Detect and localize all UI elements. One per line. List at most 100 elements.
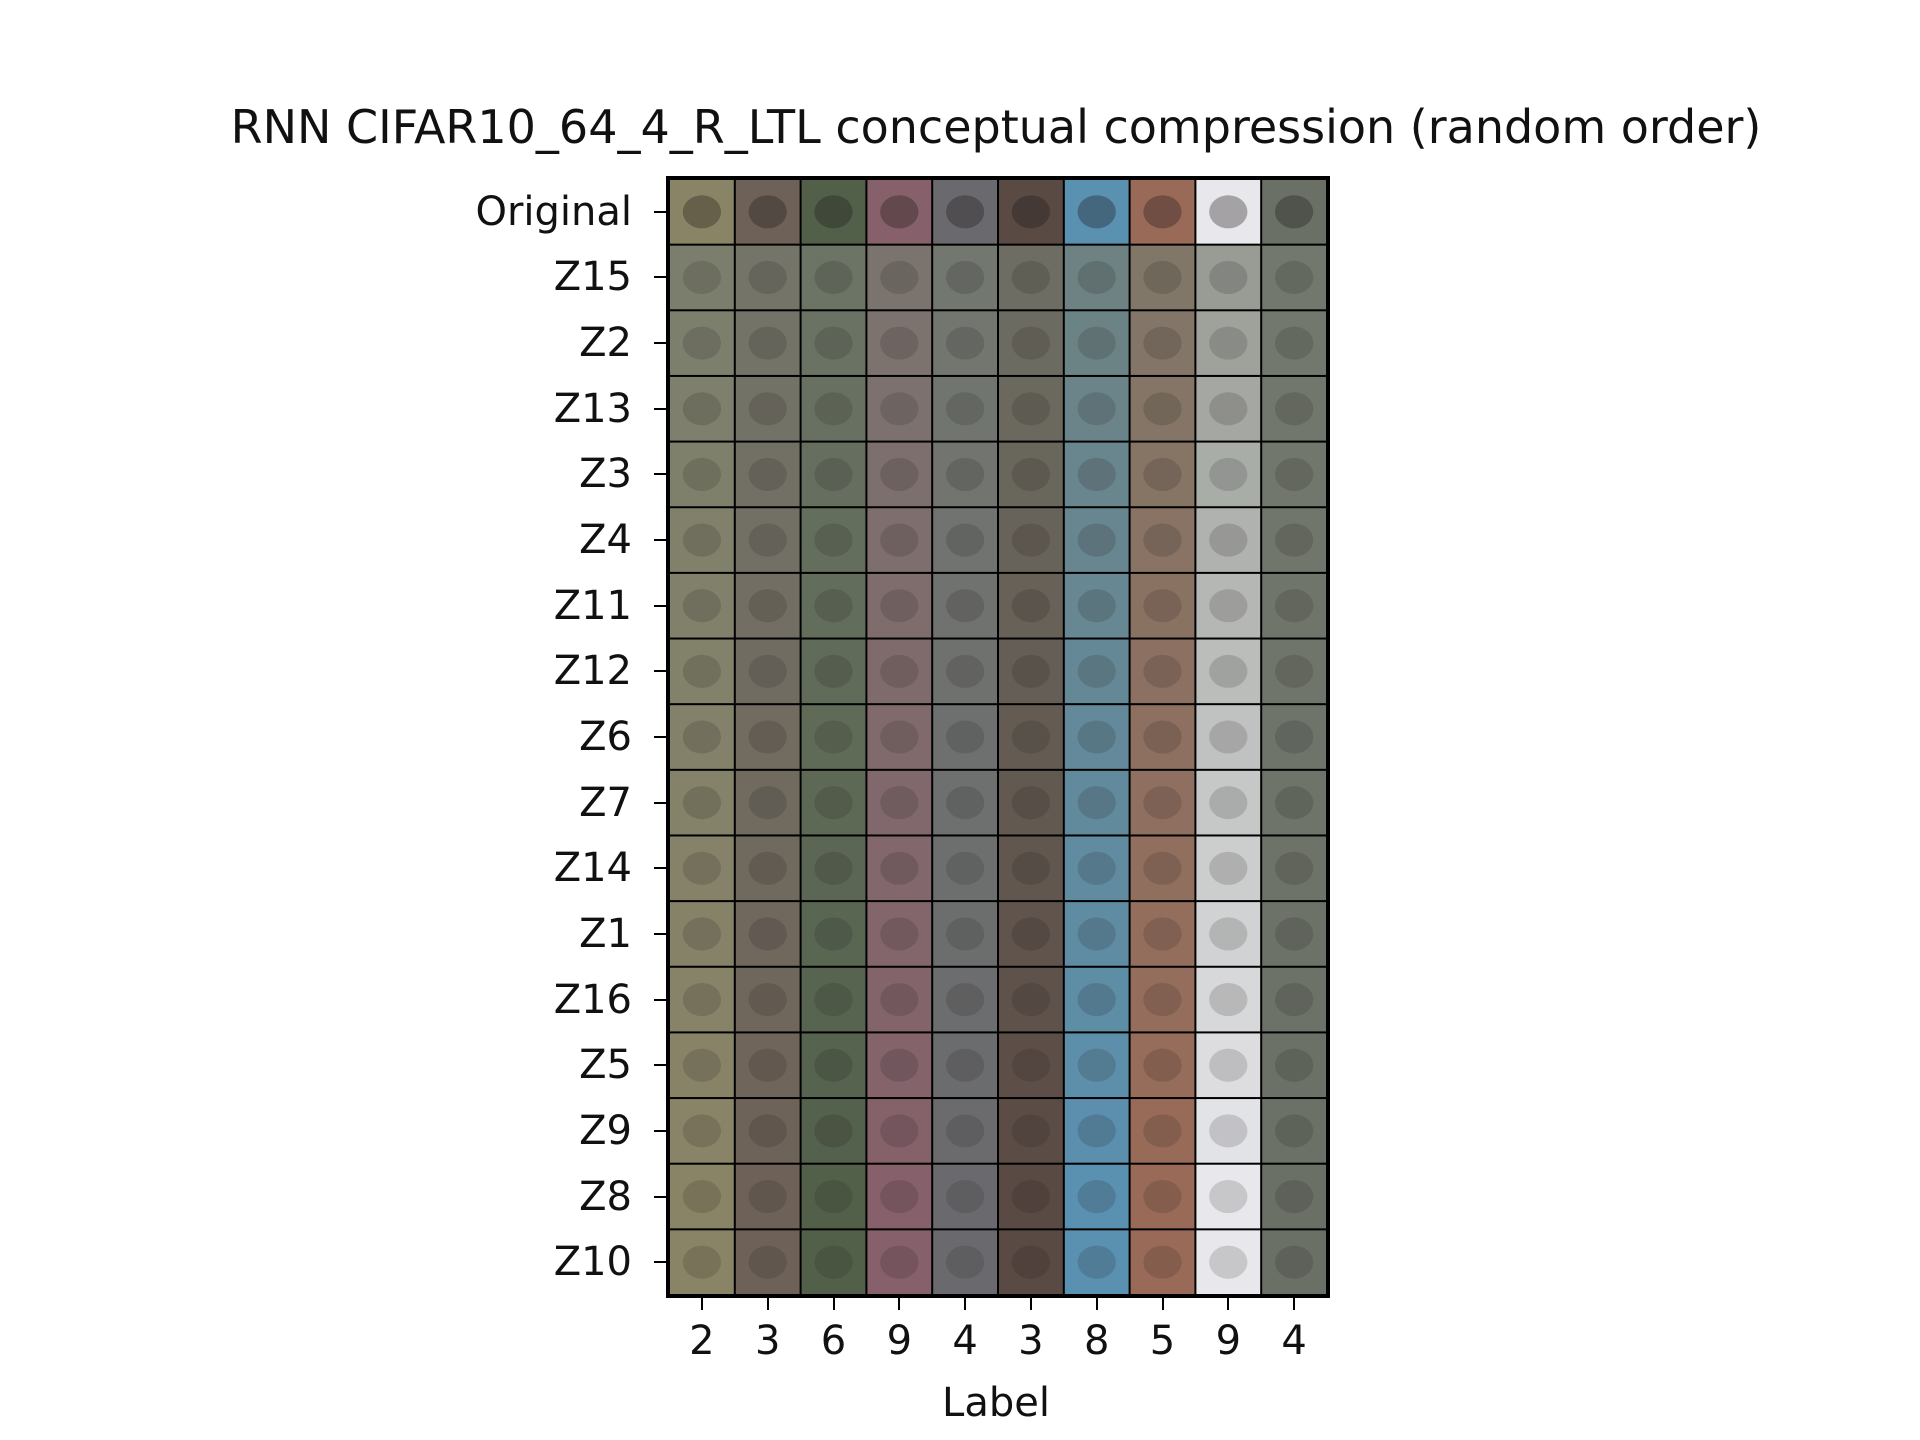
image-cell-Z5-5 [999, 1033, 1063, 1098]
image-cell-Z14-1 [735, 836, 800, 901]
image-cell-Z6-3 [867, 705, 932, 769]
image-cell-Z13-4 [933, 376, 997, 441]
image-cell-Z6-8 [1196, 705, 1261, 769]
image-cell-Z9-8 [1196, 1099, 1261, 1163]
column-label: 3 [754, 1318, 781, 1364]
image-cell-Z7-3 [867, 770, 932, 835]
image-cell-Z2-4 [933, 311, 997, 375]
image-cell-Z8-8 [1196, 1164, 1261, 1229]
image-cell-Z12-9 [1262, 639, 1326, 704]
image-cell-Z1-5 [999, 902, 1063, 966]
image-cell-Z8-3 [867, 1164, 932, 1229]
image-grid [666, 176, 1330, 1298]
column-tick [1095, 1298, 1098, 1310]
image-cell-Z16-6 [1064, 967, 1129, 1032]
image-cell-Z8-5 [999, 1164, 1063, 1229]
image-cell-Z16-0 [670, 967, 734, 1032]
row-tick [654, 1261, 666, 1264]
image-cell-Z4-4 [933, 508, 997, 572]
image-cell-Original-8 [1196, 180, 1261, 244]
image-cell-Z6-7 [1130, 705, 1195, 769]
image-cell-Z15-2 [801, 245, 866, 310]
image-cell-Z7-7 [1130, 770, 1195, 835]
image-cell-Z10-0 [670, 1230, 734, 1294]
row-tick [654, 670, 666, 673]
image-cell-Z12-5 [999, 639, 1063, 704]
row-tick [654, 473, 666, 476]
image-cell-Z9-6 [1064, 1099, 1129, 1163]
image-cell-Z4-1 [735, 508, 800, 572]
row-label: Z1 [579, 910, 632, 957]
image-cell-Z14-6 [1064, 836, 1129, 901]
image-cell-Z4-7 [1130, 508, 1195, 572]
image-cell-Z6-0 [670, 705, 734, 769]
image-cell-Z10-7 [1130, 1230, 1195, 1294]
column-label: 5 [1149, 1318, 1176, 1364]
image-cell-Z7-0 [670, 770, 734, 835]
row-label: Z4 [579, 517, 632, 564]
image-cell-Z2-0 [670, 311, 734, 375]
image-cell-Z15-3 [867, 245, 932, 310]
image-cell-Z16-2 [801, 967, 866, 1032]
image-cell-Z9-7 [1130, 1099, 1195, 1163]
image-cell-Original-5 [999, 180, 1063, 244]
row-tick [654, 276, 666, 279]
image-cell-Z13-0 [670, 376, 734, 441]
image-cell-Z16-3 [867, 967, 932, 1032]
image-cell-Z8-2 [801, 1164, 866, 1229]
image-cell-Z4-0 [670, 508, 734, 572]
column-tick [1293, 1298, 1296, 1310]
image-cell-Z13-5 [999, 376, 1063, 441]
image-cell-Z5-4 [933, 1033, 997, 1098]
column-label: 2 [689, 1318, 715, 1364]
column-tick [1227, 1298, 1230, 1310]
image-cell-Z4-5 [999, 508, 1063, 572]
image-cell-Z6-9 [1262, 705, 1326, 769]
image-cell-Z1-4 [933, 902, 997, 966]
image-cell-Z12-1 [735, 639, 800, 704]
image-cell-Z7-9 [1262, 770, 1326, 835]
row-label: Z13 [553, 385, 632, 432]
image-cell-Z7-5 [999, 770, 1063, 835]
image-cell-Z4-3 [867, 508, 932, 572]
image-cell-Z12-6 [1064, 639, 1129, 704]
image-cell-Z9-2 [801, 1099, 866, 1163]
column-label: 8 [1083, 1318, 1110, 1364]
image-cell-Z15-8 [1196, 245, 1261, 310]
image-cell-Z14-5 [999, 836, 1063, 901]
image-cell-Z9-4 [933, 1099, 997, 1163]
image-cell-Z10-2 [801, 1230, 866, 1294]
image-cell-Z3-4 [933, 442, 997, 507]
image-cell-Z10-8 [1196, 1230, 1261, 1294]
image-cell-Z6-2 [801, 705, 866, 769]
image-cell-Z8-6 [1064, 1164, 1129, 1229]
image-cell-Z2-8 [1196, 311, 1261, 375]
image-cell-Z14-3 [867, 836, 932, 901]
image-cell-Z9-9 [1262, 1099, 1326, 1163]
row-label: Z14 [553, 845, 632, 892]
image-cell-Z16-8 [1196, 967, 1261, 1032]
image-cell-Z5-0 [670, 1033, 734, 1098]
row-label: Z10 [553, 1239, 632, 1286]
column-label: 4 [1281, 1318, 1307, 1364]
image-cell-Original-9 [1262, 180, 1326, 244]
image-cell-Z15-1 [735, 245, 800, 310]
row-label: Z8 [579, 1173, 632, 1220]
image-cell-Z14-9 [1262, 836, 1326, 901]
image-cell-Original-7 [1130, 180, 1195, 244]
row-tick [654, 1195, 666, 1198]
image-cell-Z5-3 [867, 1033, 932, 1098]
row-tick [654, 407, 666, 410]
row-label: Z12 [553, 648, 632, 695]
image-cell-Z13-1 [735, 376, 800, 441]
image-cell-Z11-3 [867, 573, 932, 638]
column-label: 6 [820, 1318, 847, 1364]
image-cell-Z16-1 [735, 967, 800, 1032]
image-cell-Original-6 [1064, 180, 1129, 244]
row-label: Z9 [579, 1107, 632, 1154]
image-cell-Z6-5 [999, 705, 1063, 769]
image-cell-Z2-6 [1064, 311, 1129, 375]
image-cell-Z4-2 [801, 508, 866, 572]
image-cell-Z4-8 [1196, 508, 1261, 572]
image-cell-Z2-5 [999, 311, 1063, 375]
